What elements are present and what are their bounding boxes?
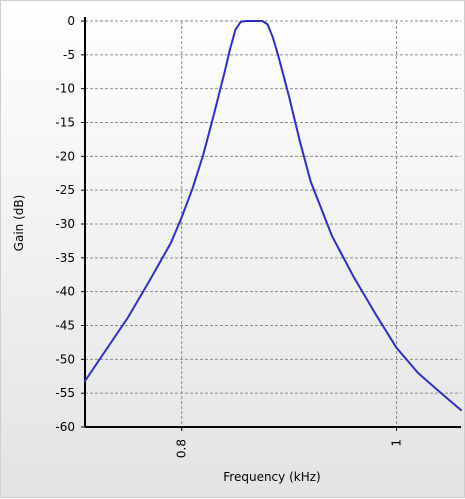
y-tick-label: -5 [63,48,75,62]
y-tick-label: -45 [55,319,75,333]
x-tick-label: 0.8 [175,439,189,458]
grid-lines [81,20,461,431]
y-tick-label: -40 [55,285,75,299]
y-tick-label: -25 [55,183,75,197]
y-tick-label: -50 [55,352,75,366]
y-tick-label: 0 [67,14,75,28]
y-tick-label: -35 [55,251,75,265]
series-line-0 [84,20,462,412]
y-axis-title: Gain (dB) [12,195,26,252]
y-tick-labels: 0 -5 -10 -15 -20 -25 -30 -35 -40 -45 -50 -55 -60 [55,14,75,434]
y-tick-label: -60 [55,420,75,434]
x-axis-title: Frequency (kHz) [223,470,320,484]
y-tick-label: -15 [55,116,75,130]
x-tick-labels: 0.8 1 [175,439,404,458]
y-tick-label: -55 [55,386,75,400]
y-tick-label: -30 [55,217,75,231]
axes [84,17,461,428]
series-layer [84,20,462,412]
y-tick-label: -10 [55,82,75,96]
x-tick-label: 1 [390,439,404,447]
y-tick-label: -20 [55,149,75,163]
